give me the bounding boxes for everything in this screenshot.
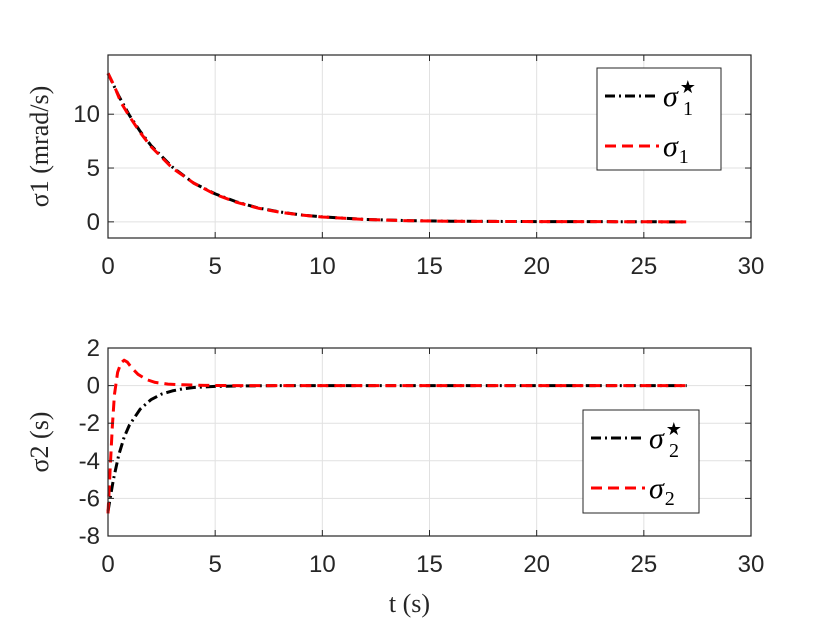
y-tick-label: -8 — [79, 523, 100, 550]
legend-label-1: σ ★ 1 — [663, 77, 696, 120]
y-tick-label: -6 — [79, 485, 100, 512]
x-axis-label: t (s) — [389, 589, 430, 618]
chart-1: 0 5 10 15 20 25 30 0 5 10 σ1 (mrad/s) σ ★ 1σ1 — [25, 54, 765, 280]
legend-box — [596, 67, 722, 171]
series-line-1 — [106, 72, 687, 224]
x-tick-label: 30 — [738, 253, 765, 280]
y-tick-label: 2 — [87, 335, 100, 362]
x-tick-label: 15 — [416, 253, 443, 280]
x-tick-label: 30 — [738, 551, 765, 578]
x-tick-label: 10 — [309, 551, 336, 578]
x-tick-label: 5 — [208, 551, 221, 578]
chart-2: 0 5 10 15 20 25 30 -8 -6 -4 -2 0 2 σ2 (s) t (s) σ ★ 2σ2 — [25, 335, 764, 618]
x-tick-label: 25 — [630, 551, 657, 578]
series-line-1 — [106, 384, 687, 512]
y-axis-label: σ1 (mrad/s) — [25, 86, 54, 208]
x-tick-label: 25 — [630, 253, 657, 280]
x-tick-label: 10 — [309, 253, 336, 280]
x-tick-label: 5 — [208, 253, 221, 280]
y-tick-label: -2 — [79, 410, 100, 437]
legend: σ ★ 1σ1 — [596, 67, 722, 171]
legend: σ ★ 2σ2 — [582, 409, 700, 514]
x-tick-label: 15 — [416, 551, 443, 578]
x-tick-label: 0 — [101, 253, 114, 280]
y-tick-label: 5 — [87, 155, 100, 182]
series-line-2 — [106, 358, 687, 514]
y-tick-label: 0 — [87, 209, 100, 236]
legend-box — [582, 409, 700, 514]
x-tick-label: 0 — [101, 551, 114, 578]
y-tick-label: 10 — [73, 101, 100, 128]
y-axis-label: σ2 (s) — [25, 412, 54, 473]
x-tick-label: 20 — [523, 551, 550, 578]
y-tick-label: 0 — [87, 373, 100, 400]
y-tick-label: -4 — [79, 448, 100, 475]
series-line-2 — [106, 72, 687, 224]
x-tick-label: 20 — [523, 253, 550, 280]
